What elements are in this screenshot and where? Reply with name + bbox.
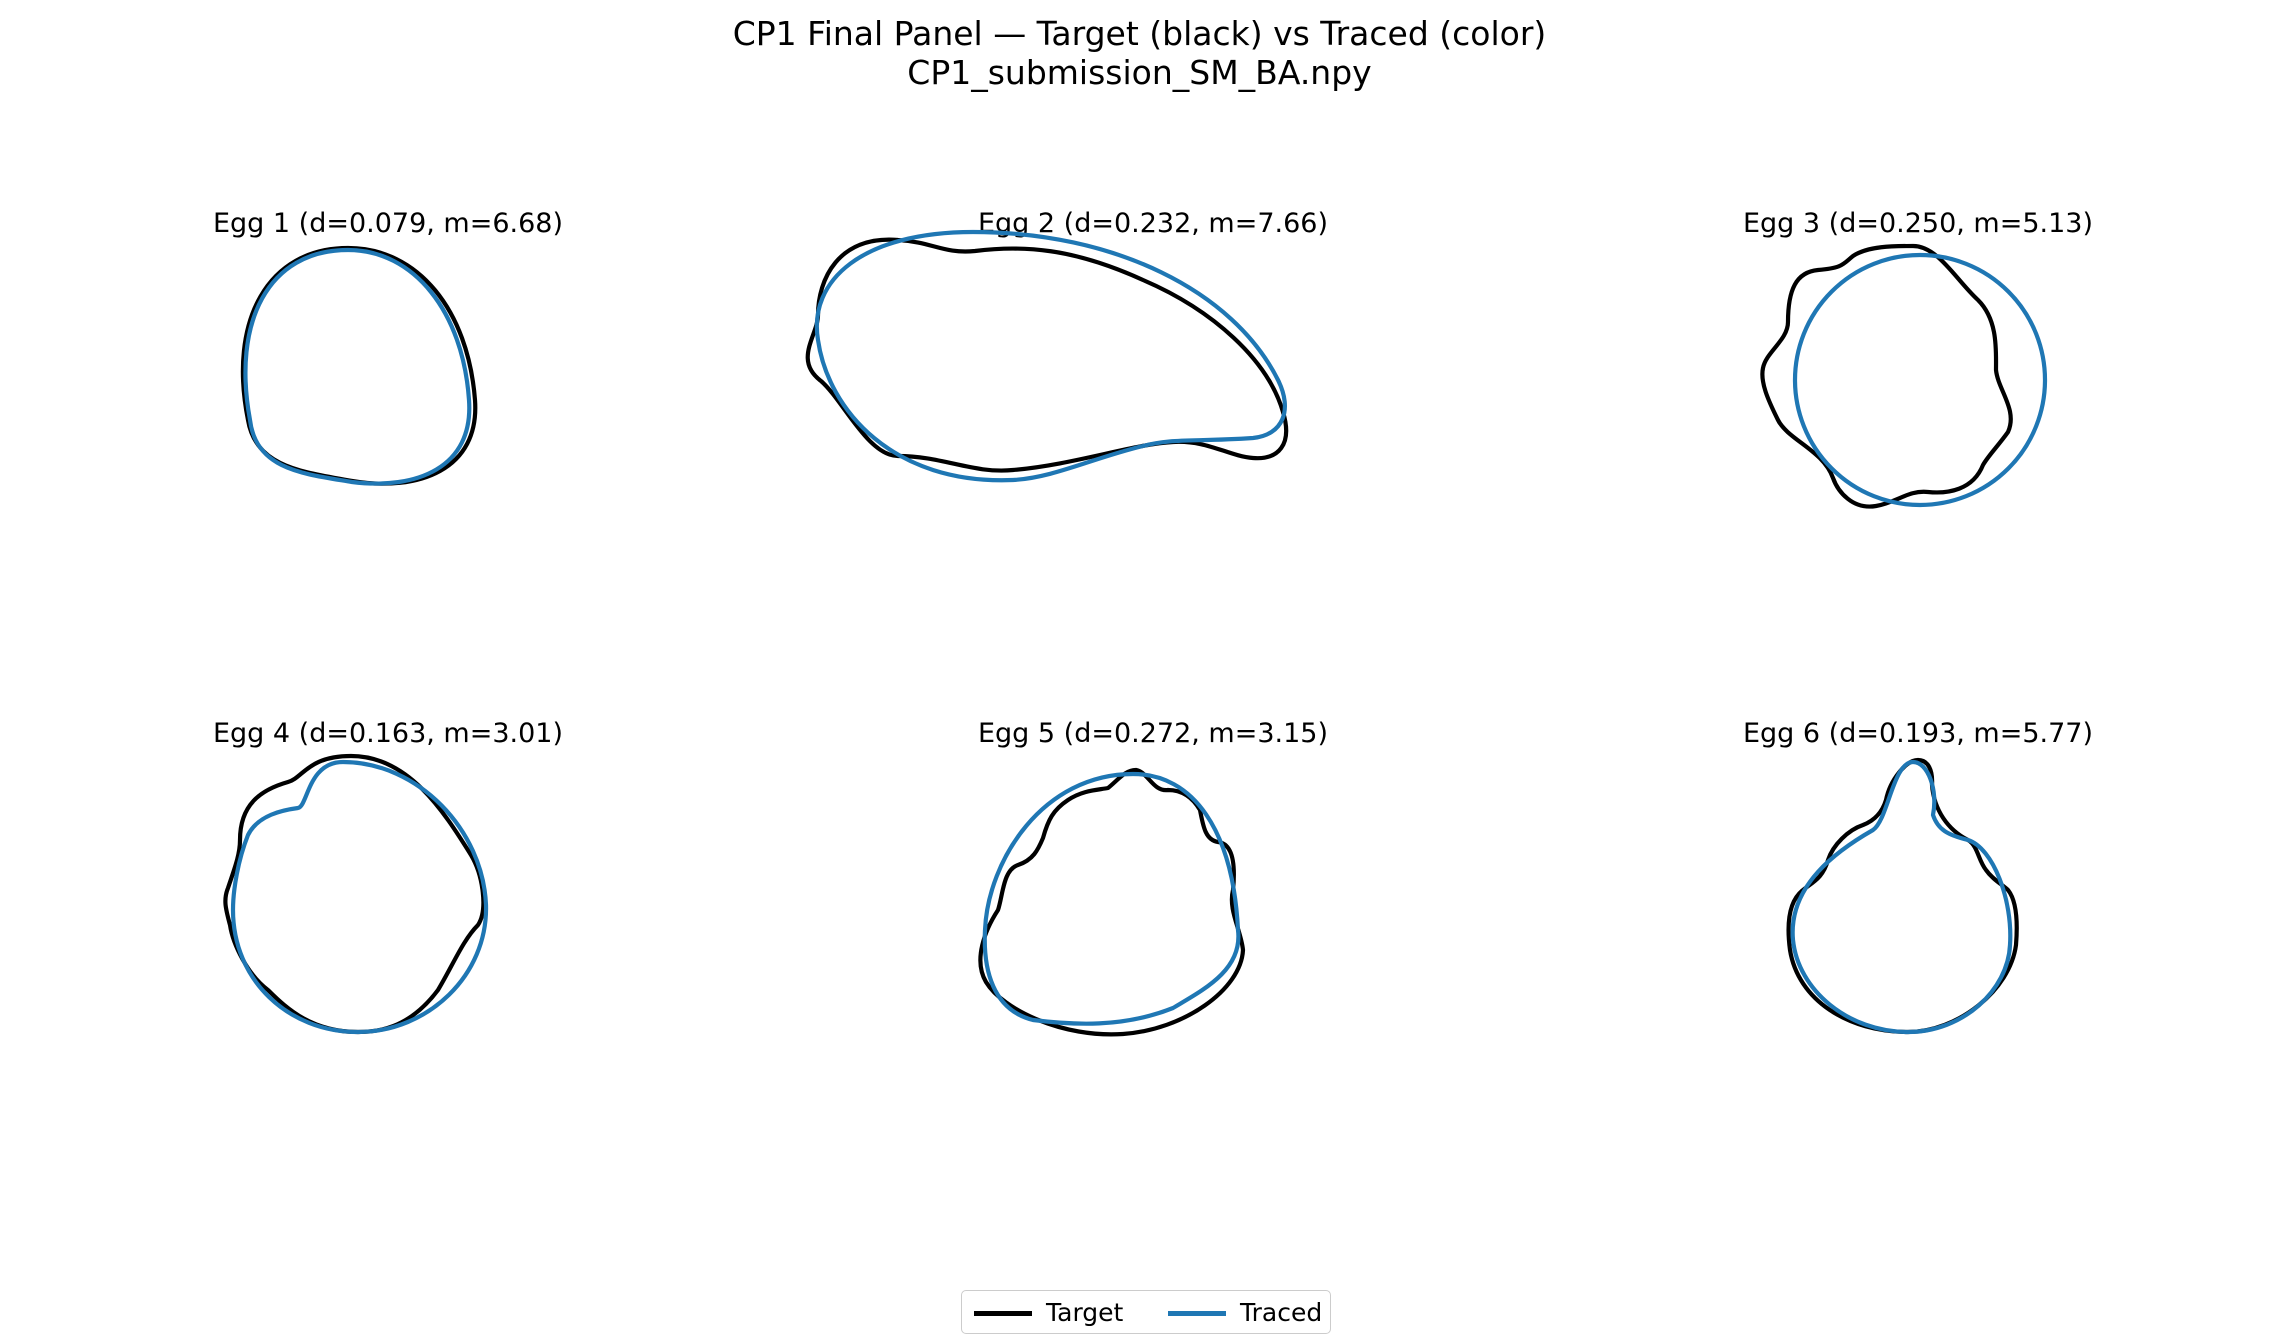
legend-target-label: Target xyxy=(1046,1298,1124,1327)
egg-4-title: Egg 4 (d=0.163, m=3.01) xyxy=(212,718,563,749)
egg-6-traced-curve xyxy=(1790,759,2013,1035)
egg-3-traced-curve xyxy=(1792,252,2048,508)
egg-5-panel: Egg 5 (d=0.272, m=3.15) xyxy=(873,718,1433,1208)
egg-4-plot xyxy=(223,753,489,1035)
egg-3-plot xyxy=(1760,243,2048,509)
egg-1-title: Egg 1 (d=0.079, m=6.68) xyxy=(212,208,563,239)
egg-6-plot xyxy=(1786,757,2019,1035)
egg-2-panel: Egg 2 (d=0.232, m=7.66) xyxy=(805,208,1433,698)
legend-item-traced: Traced xyxy=(1168,1291,1328,1335)
egg-1-traced-curve xyxy=(243,247,472,486)
egg-2-plot xyxy=(805,229,1289,483)
legend-item-target: Target xyxy=(974,1291,1144,1335)
egg-5-traced-curve xyxy=(982,771,1241,1026)
egg-3-target-curve xyxy=(1760,243,2013,509)
legend-traced-swatch xyxy=(1168,1311,1226,1316)
egg-5-target-curve xyxy=(978,767,1246,1037)
egg-6-target-curve xyxy=(1786,757,2019,1035)
egg-3-title: Egg 3 (d=0.250, m=5.13) xyxy=(1742,208,2093,239)
egg-4-traced-curve xyxy=(230,759,489,1035)
egg-5-plot xyxy=(978,767,1246,1037)
egg-2-traced-curve xyxy=(814,229,1287,483)
legend-traced-label: Traced xyxy=(1240,1298,1323,1327)
egg-1-target-curve xyxy=(240,245,478,486)
egg-1-panel: Egg 1 (d=0.079, m=6.68) xyxy=(108,208,668,698)
figure-title: CP1 Final Panel — Target (black) vs Trac… xyxy=(732,14,1547,53)
egg-2-target-curve xyxy=(805,237,1289,473)
egg-3-panel: Egg 3 (d=0.250, m=5.13) xyxy=(1638,208,2198,698)
egg-6-title: Egg 6 (d=0.193, m=5.77) xyxy=(1742,718,2093,749)
egg-4-panel: Egg 4 (d=0.163, m=3.01) xyxy=(108,718,668,1208)
legend-target-swatch xyxy=(974,1311,1032,1316)
figure-subtitle: CP1_submission_SM_BA.npy xyxy=(907,53,1372,92)
egg-5-title: Egg 5 (d=0.272, m=3.15) xyxy=(977,718,1328,749)
egg-6-panel: Egg 6 (d=0.193, m=5.77) xyxy=(1638,718,2198,1208)
legend: Target Traced xyxy=(961,1290,1331,1334)
egg-1-plot xyxy=(240,245,478,486)
